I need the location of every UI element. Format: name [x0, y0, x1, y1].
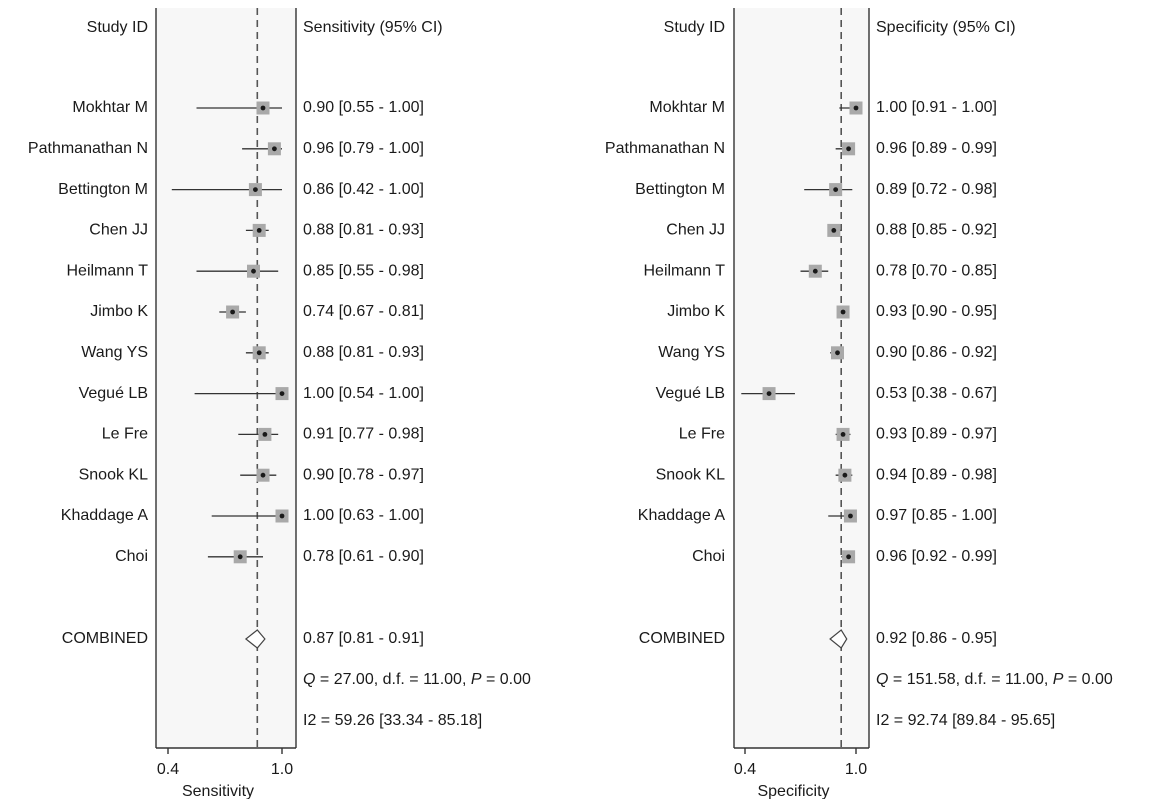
point-estimate-dot — [237, 554, 243, 560]
study-estimate-label: 1.00 [0.63 - 1.00] — [303, 507, 424, 524]
study-estimate-label: 0.90 [0.78 - 0.97] — [303, 466, 424, 483]
study-name-label: Wang YS — [658, 344, 725, 361]
combined-label: COMBINED — [62, 630, 148, 647]
study-estimate-label: 0.89 [0.72 - 0.98] — [876, 181, 997, 198]
study-estimate-label: 0.78 [0.70 - 0.85] — [876, 262, 997, 279]
study-estimate-label: 0.86 [0.42 - 1.00] — [303, 181, 424, 198]
study-estimate-label: 0.96 [0.92 - 0.99] — [876, 548, 997, 565]
point-estimate-dot — [262, 432, 268, 437]
study-name-label: Mokhtar M — [649, 99, 725, 116]
study-name-label: Pathmanathan N — [28, 140, 148, 157]
point-estimate-dot — [260, 105, 266, 111]
study-estimate-label: 0.90 [0.86 - 0.92] — [876, 344, 997, 361]
study-name-label: Chen JJ — [89, 222, 148, 239]
study-estimate-label: 0.88 [0.85 - 0.92] — [876, 222, 997, 239]
combined-diamond — [829, 629, 848, 649]
point-estimate-dot — [256, 228, 262, 233]
forest-panel-spec: Study ID Specificity (95% CI) Mokhtar M 1.0… — [605, 8, 1113, 799]
study-name-label: Wang YS — [81, 344, 148, 361]
point-estimate-dot — [812, 268, 818, 274]
point-estimate-dot — [840, 309, 846, 315]
combined-estimate-label: 0.92 [0.86 - 0.95] — [876, 630, 997, 647]
study-estimate-label: 0.88 [0.81 - 0.93] — [303, 344, 424, 361]
study-estimate-label: 0.93 [0.90 - 0.95] — [876, 303, 997, 320]
study-estimate-label: 0.88 [0.81 - 0.93] — [303, 222, 424, 239]
point-estimate-dot — [230, 309, 236, 315]
x-tick-label: 0.4 — [734, 761, 756, 778]
stat-column-header: Sensitivity (95% CI) — [303, 19, 443, 36]
point-estimate-dot — [833, 187, 839, 193]
study-estimate-label: 0.91 [0.77 - 0.98] — [303, 426, 424, 443]
study-name-label: Heilmann T — [66, 262, 148, 279]
study-id-header: Study ID — [664, 19, 725, 36]
study-estimate-label: 0.93 [0.89 - 0.97] — [876, 426, 997, 443]
study-estimate-label: 1.00 [0.91 - 1.00] — [876, 99, 997, 116]
study-estimate-label: 0.74 [0.67 - 0.81] — [303, 303, 424, 320]
point-estimate-dot — [835, 350, 840, 356]
study-name-label: Mokhtar M — [72, 99, 148, 116]
study-estimate-label: 0.96 [0.79 - 1.00] — [303, 140, 424, 157]
study-name-label: Jimbo K — [667, 303, 725, 320]
study-name-label: Choi — [115, 548, 148, 565]
combined-label: COMBINED — [639, 630, 725, 647]
study-name-label: Vegué LB — [656, 385, 725, 402]
study-name-label: Chen JJ — [666, 222, 725, 239]
point-estimate-dot — [253, 187, 258, 193]
stat-column-header: Specificity (95% CI) — [876, 19, 1016, 36]
study-estimate-label: 0.90 [0.55 - 1.00] — [303, 99, 424, 116]
study-name-label: Bettington M — [635, 181, 725, 198]
study-name-label: Vegué LB — [79, 385, 148, 402]
heterogeneity-q-label: Q = 151.58, d.f. = 11.00, P = 0.00 — [876, 671, 1113, 688]
point-estimate-dot — [840, 432, 846, 437]
study-name-label: Snook KL — [656, 466, 725, 483]
forest-panel-sens: Study ID Sensitivity (95% CI) Mokhtar M 0.9… — [28, 8, 531, 799]
study-name-label: Pathmanathan N — [605, 140, 725, 157]
point-estimate-dot — [842, 472, 848, 478]
study-estimate-label: 0.53 [0.38 - 0.67] — [876, 385, 997, 402]
study-name-label: Snook KL — [79, 466, 148, 483]
study-estimate-label: 0.78 [0.61 - 0.90] — [303, 548, 424, 565]
heterogeneity-i2-label: I2 = 59.26 [33.34 - 85.18] — [303, 712, 482, 729]
x-axis-label: Sensitivity — [182, 783, 254, 799]
study-name-label: Choi — [692, 548, 725, 565]
point-estimate-dot — [260, 472, 266, 478]
point-estimate-dot — [279, 391, 285, 396]
plot-area — [734, 8, 869, 748]
study-estimate-label: 0.94 [0.89 - 0.98] — [876, 466, 997, 483]
point-estimate-dot — [853, 105, 859, 111]
study-name-label: Khaddage A — [638, 507, 726, 524]
point-estimate-dot — [256, 350, 262, 356]
study-name-label: Bettington M — [58, 181, 148, 198]
study-name-label: Heilmann T — [643, 262, 725, 279]
study-estimate-label: 0.96 [0.89 - 0.99] — [876, 140, 997, 157]
study-estimate-label: 1.00 [0.54 - 1.00] — [303, 385, 424, 402]
x-tick-label: 0.4 — [157, 761, 179, 778]
plot-area — [156, 8, 296, 748]
point-estimate-dot — [272, 146, 277, 152]
point-estimate-dot — [848, 513, 853, 519]
study-id-header: Study ID — [87, 19, 148, 36]
study-estimate-label: 0.97 [0.85 - 1.00] — [876, 507, 997, 524]
point-estimate-dot — [279, 513, 285, 519]
x-axis-label: Specificity — [757, 783, 829, 799]
study-estimate-label: 0.85 [0.55 - 0.98] — [303, 262, 424, 279]
heterogeneity-q-label: Q = 27.00, d.f. = 11.00, P = 0.00 — [303, 671, 531, 688]
combined-estimate-label: 0.87 [0.81 - 0.91] — [303, 630, 424, 647]
study-name-label: Jimbo K — [90, 303, 148, 320]
combined-diamond — [244, 629, 266, 649]
point-estimate-dot — [846, 554, 851, 560]
point-estimate-dot — [251, 268, 256, 274]
point-estimate-dot — [766, 391, 772, 396]
x-tick-label: 1.0 — [845, 761, 867, 778]
point-estimate-dot — [831, 228, 837, 233]
x-tick-label: 1.0 — [271, 761, 293, 778]
study-name-label: Khaddage A — [61, 507, 149, 524]
study-name-label: Le Fre — [679, 426, 725, 443]
study-name-label: Le Fre — [102, 426, 148, 443]
heterogeneity-i2-label: I2 = 92.74 [89.84 - 95.65] — [876, 712, 1055, 729]
point-estimate-dot — [846, 146, 851, 152]
